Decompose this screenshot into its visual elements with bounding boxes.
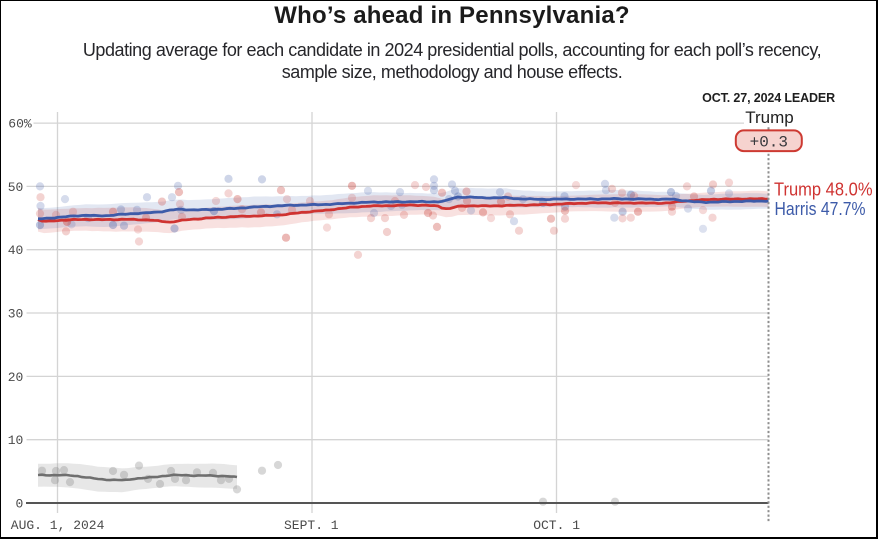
svg-text:0: 0 bbox=[15, 497, 23, 512]
svg-text:+0.3: +0.3 bbox=[750, 133, 788, 151]
svg-text:60%: 60% bbox=[8, 117, 32, 132]
svg-text:40: 40 bbox=[8, 243, 24, 258]
svg-text:Trump 48.0%: Trump 48.0% bbox=[774, 179, 873, 200]
svg-text:Trump: Trump bbox=[745, 108, 794, 127]
svg-text:Harris 47.7%: Harris 47.7% bbox=[775, 198, 866, 219]
svg-text:OCT. 1: OCT. 1 bbox=[533, 518, 580, 533]
svg-text:30: 30 bbox=[8, 307, 24, 322]
svg-text:20: 20 bbox=[8, 370, 24, 385]
svg-text:50: 50 bbox=[8, 180, 24, 195]
svg-text:10: 10 bbox=[8, 433, 24, 448]
svg-text:AUG. 1, 2024: AUG. 1, 2024 bbox=[11, 518, 105, 533]
svg-text:SEPT. 1: SEPT. 1 bbox=[284, 518, 339, 533]
